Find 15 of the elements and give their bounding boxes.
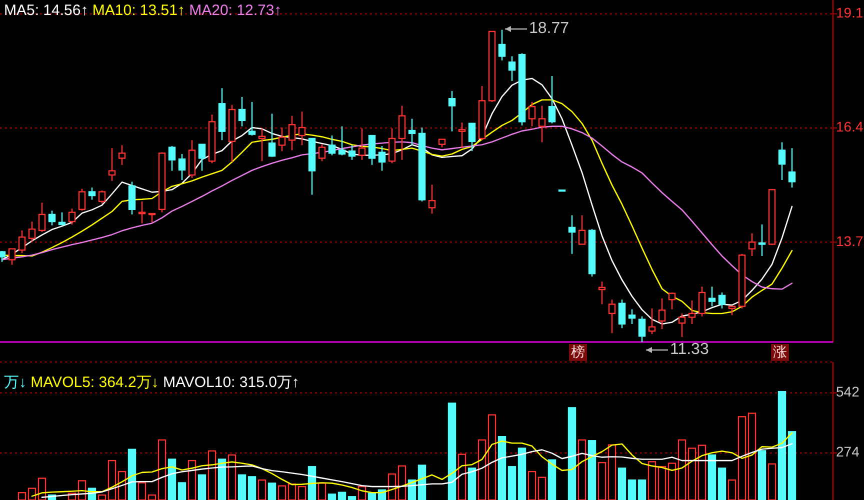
text: 涨: [773, 344, 787, 360]
text: MA10: 13.51↑: [92, 2, 190, 19]
annotation: 18.77: [529, 20, 570, 38]
text: MAVOL5: 364.2万↓: [30, 374, 163, 391]
text: MA20: 12.73↑: [189, 2, 286, 19]
annotation: 万↓: [4, 374, 31, 391]
y-tick-label: 542: [836, 384, 860, 400]
y-tick-label: 274: [836, 444, 860, 460]
y-tick-label: 19.1: [836, 4, 864, 21]
y-tick-label: 16.4: [836, 118, 864, 135]
annotation: 11.33: [670, 341, 709, 358]
y-tick-label: 13.7: [836, 232, 864, 249]
text: 榜: [571, 344, 585, 360]
text: MA5: 14.56↑: [4, 2, 92, 19]
text: MAVOL10: 315.0万↑: [162, 374, 304, 391]
